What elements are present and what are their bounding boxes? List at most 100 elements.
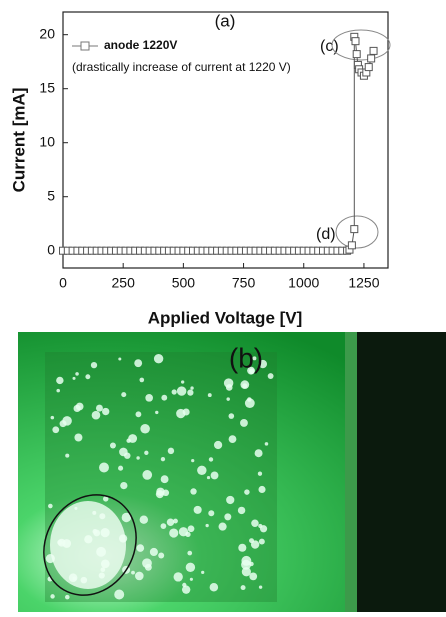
spot [244, 398, 255, 409]
spot [102, 407, 110, 416]
spot [171, 389, 177, 395]
spot [140, 423, 150, 434]
y-tick-label: 0 [47, 241, 55, 257]
spot [56, 376, 64, 385]
spot [247, 397, 252, 402]
photo-label: (b) [229, 342, 263, 373]
spot [126, 438, 131, 443]
plot-frame [62, 11, 389, 269]
ellipse-c [331, 29, 391, 61]
spot [208, 457, 214, 462]
spot [218, 522, 227, 531]
x-axis-label: Applied Voltage [V] [148, 308, 303, 327]
data-point [350, 225, 359, 234]
data-point [351, 37, 360, 46]
spot [209, 582, 219, 592]
spot [250, 540, 260, 549]
spot [142, 470, 153, 480]
spot [190, 488, 197, 495]
spot [167, 447, 175, 455]
ellipse-d [335, 215, 379, 249]
spot [136, 544, 145, 552]
spot [48, 503, 53, 509]
x-tick-label: 750 [232, 275, 256, 291]
data-point [367, 54, 376, 63]
spot [252, 356, 257, 361]
dark-region [355, 332, 446, 612]
spot [90, 362, 98, 369]
spot [50, 594, 55, 599]
spot [247, 366, 255, 375]
spot [74, 433, 83, 442]
spot [95, 404, 103, 412]
spot [226, 397, 230, 401]
annotation: (d) [316, 226, 336, 243]
spot [65, 594, 70, 600]
y-tick-label: 20 [39, 25, 55, 41]
x-tick-label: 1250 [348, 275, 379, 291]
spot [258, 538, 265, 545]
spot [187, 550, 193, 556]
x-tick-label: 0 [59, 275, 67, 291]
bright-cluster [50, 501, 126, 589]
spot [257, 471, 263, 476]
spot [242, 383, 248, 389]
spot [224, 513, 232, 521]
spot [258, 585, 263, 589]
data-point [352, 50, 361, 59]
spot [206, 475, 211, 480]
annotation: (drastically increase of current at 1220… [72, 60, 291, 74]
spot [173, 518, 178, 524]
emission-spots [45, 354, 274, 600]
data-point [369, 46, 378, 55]
spot [240, 585, 246, 591]
spot [201, 570, 205, 574]
spot [205, 523, 209, 528]
data-point [347, 241, 356, 250]
spot [135, 571, 144, 581]
spot [176, 386, 187, 396]
spot [160, 456, 166, 462]
spot [62, 416, 72, 426]
spot [144, 450, 149, 455]
spot [103, 496, 109, 502]
y-tick-label: 15 [39, 79, 55, 95]
spot [139, 515, 149, 524]
edge [345, 332, 357, 612]
spot [213, 440, 223, 450]
legend-marker [80, 41, 90, 51]
chart: (a) Applied Voltage [V] Current [mA] ano… [9, 11, 391, 327]
spot [207, 393, 212, 398]
spot [258, 359, 268, 369]
spot [155, 410, 159, 415]
spot [189, 577, 193, 581]
spot [91, 410, 101, 420]
spot [135, 411, 142, 418]
spot [144, 563, 152, 571]
spot [121, 392, 127, 398]
spot [99, 462, 109, 473]
x-tick-label: 500 [172, 275, 196, 291]
spot [258, 485, 266, 494]
legend-label: anode 1220V [104, 38, 177, 52]
spot [223, 378, 234, 388]
spot [139, 377, 145, 383]
spot [153, 354, 164, 364]
spot [56, 388, 60, 393]
spot [155, 490, 164, 499]
spot [178, 527, 189, 537]
spot [180, 380, 185, 384]
photo: (b) [18, 332, 446, 612]
spot [160, 475, 169, 484]
highlight-ellipse [43, 494, 137, 596]
spot [182, 408, 190, 416]
spot [158, 552, 165, 559]
spot [187, 525, 195, 533]
spot [118, 465, 124, 471]
spot [264, 442, 269, 446]
spot [241, 555, 252, 566]
data-point [364, 63, 373, 72]
spot [161, 394, 168, 401]
spot [181, 585, 191, 594]
spot [249, 561, 254, 567]
